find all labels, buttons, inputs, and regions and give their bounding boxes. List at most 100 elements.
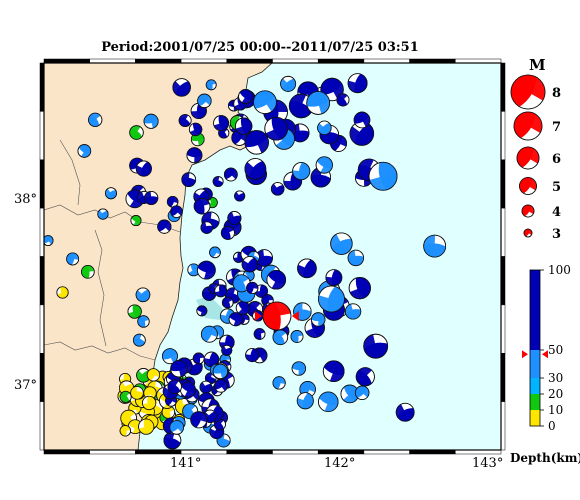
event-beachball <box>297 258 317 279</box>
event-beachball <box>44 235 54 246</box>
depth-color-segment <box>530 394 540 410</box>
event-beachball <box>272 329 289 346</box>
event-beachball <box>135 287 151 303</box>
event-beachball <box>137 315 150 328</box>
event-beachball <box>146 368 161 382</box>
highlight-event-beachball <box>262 301 292 331</box>
depth-color-segment <box>530 270 540 350</box>
magnitude-legend-label: 7 <box>552 120 561 135</box>
event-beachball <box>97 208 109 220</box>
event-beachball <box>169 420 185 435</box>
event-beachball <box>315 156 333 174</box>
event-beachball <box>253 328 266 340</box>
event-beachball <box>355 367 375 387</box>
map-frame <box>43 62 502 451</box>
event-beachball <box>292 162 311 181</box>
event-beachball <box>336 93 350 107</box>
event-beachball <box>290 330 304 343</box>
lon-label-142: 142° <box>324 456 355 471</box>
event-beachball <box>166 195 179 208</box>
event-beachball <box>348 277 371 300</box>
event-beachball <box>280 75 297 92</box>
event-beachball <box>129 125 144 140</box>
magnitude-legend-label: 5 <box>552 180 561 195</box>
event-beachball <box>181 172 197 187</box>
event-beachball <box>212 363 228 380</box>
lon-label-143: 143° <box>472 456 503 471</box>
event-beachball <box>245 348 260 363</box>
event-beachball <box>395 402 415 422</box>
event-beachball <box>272 376 286 390</box>
event-beachball <box>141 395 157 411</box>
depth-axis-label: Depth(km) <box>510 451 580 465</box>
event-beachball <box>144 190 159 206</box>
event-beachball <box>349 121 375 146</box>
event-beachball <box>188 122 203 137</box>
event-beachball <box>213 115 230 132</box>
event-beachball <box>244 158 267 180</box>
event-beachball <box>253 90 277 115</box>
event-beachball <box>205 79 217 91</box>
event-beachball <box>306 91 331 115</box>
event-beachball <box>246 281 259 295</box>
magnitude-legend-label: 6 <box>552 152 561 167</box>
event-beachball <box>238 89 254 104</box>
depth-tick-label: 0 <box>548 419 556 433</box>
event-beachball <box>340 384 360 404</box>
event-beachball <box>221 296 234 309</box>
event-beachball <box>347 73 368 94</box>
event-beachball <box>353 111 371 129</box>
magnitude-legend-label: 8 <box>552 86 561 101</box>
frame-ticks <box>39 58 506 455</box>
event-beachball <box>368 161 398 191</box>
event-beachball <box>143 113 159 129</box>
event-beachball <box>227 211 242 226</box>
event-beachball <box>197 93 212 109</box>
event-beachball <box>423 234 447 258</box>
event-beachball <box>119 390 132 403</box>
event-beachball <box>288 93 314 119</box>
magnitude-legend-symbol <box>523 228 533 238</box>
depth-tick-label: 50 <box>548 343 563 357</box>
magnitude-legend-symbol <box>516 146 540 170</box>
event-beachball <box>270 182 285 196</box>
highlight-marker-right <box>291 310 299 321</box>
magnitude-legend-heading: M <box>529 56 546 74</box>
event-beachball <box>162 348 178 365</box>
magnitude-legend-label: 3 <box>552 227 561 242</box>
event-beachball <box>130 386 144 400</box>
event-beachball <box>221 344 233 356</box>
lat-label-37: 37° <box>14 378 37 393</box>
event-beachball <box>235 117 253 135</box>
magnitude-legend-symbol <box>513 111 543 141</box>
map-title: Period:2001/07/25 00:00--2011/07/25 03:5… <box>101 40 419 55</box>
event-beachball <box>127 419 143 435</box>
prefecture-borders <box>44 139 181 361</box>
event-beachball <box>56 286 69 299</box>
event-beachball <box>325 269 343 287</box>
event-beachball <box>163 431 182 450</box>
depth-color-segment <box>530 350 540 378</box>
depth-marker-right <box>542 350 548 359</box>
event-beachball <box>214 379 228 393</box>
depth-tick-label: 30 <box>548 371 563 385</box>
event-beachball <box>180 381 196 398</box>
depth-color-segment <box>530 410 540 426</box>
event-beachball <box>127 304 142 319</box>
event-layer <box>44 73 447 450</box>
event-beachball <box>143 386 157 400</box>
event-beachball <box>77 144 92 158</box>
magnitude-legend-symbol <box>510 74 546 110</box>
event-beachball <box>214 284 228 298</box>
event-beachball <box>199 380 213 394</box>
event-beachball <box>130 215 142 227</box>
event-beachball <box>196 305 208 317</box>
event-beachball <box>344 303 362 320</box>
event-beachball <box>317 120 332 136</box>
event-beachball <box>228 312 243 327</box>
event-beachball <box>220 225 235 240</box>
event-beachball <box>88 112 103 127</box>
event-beachball <box>200 221 213 234</box>
